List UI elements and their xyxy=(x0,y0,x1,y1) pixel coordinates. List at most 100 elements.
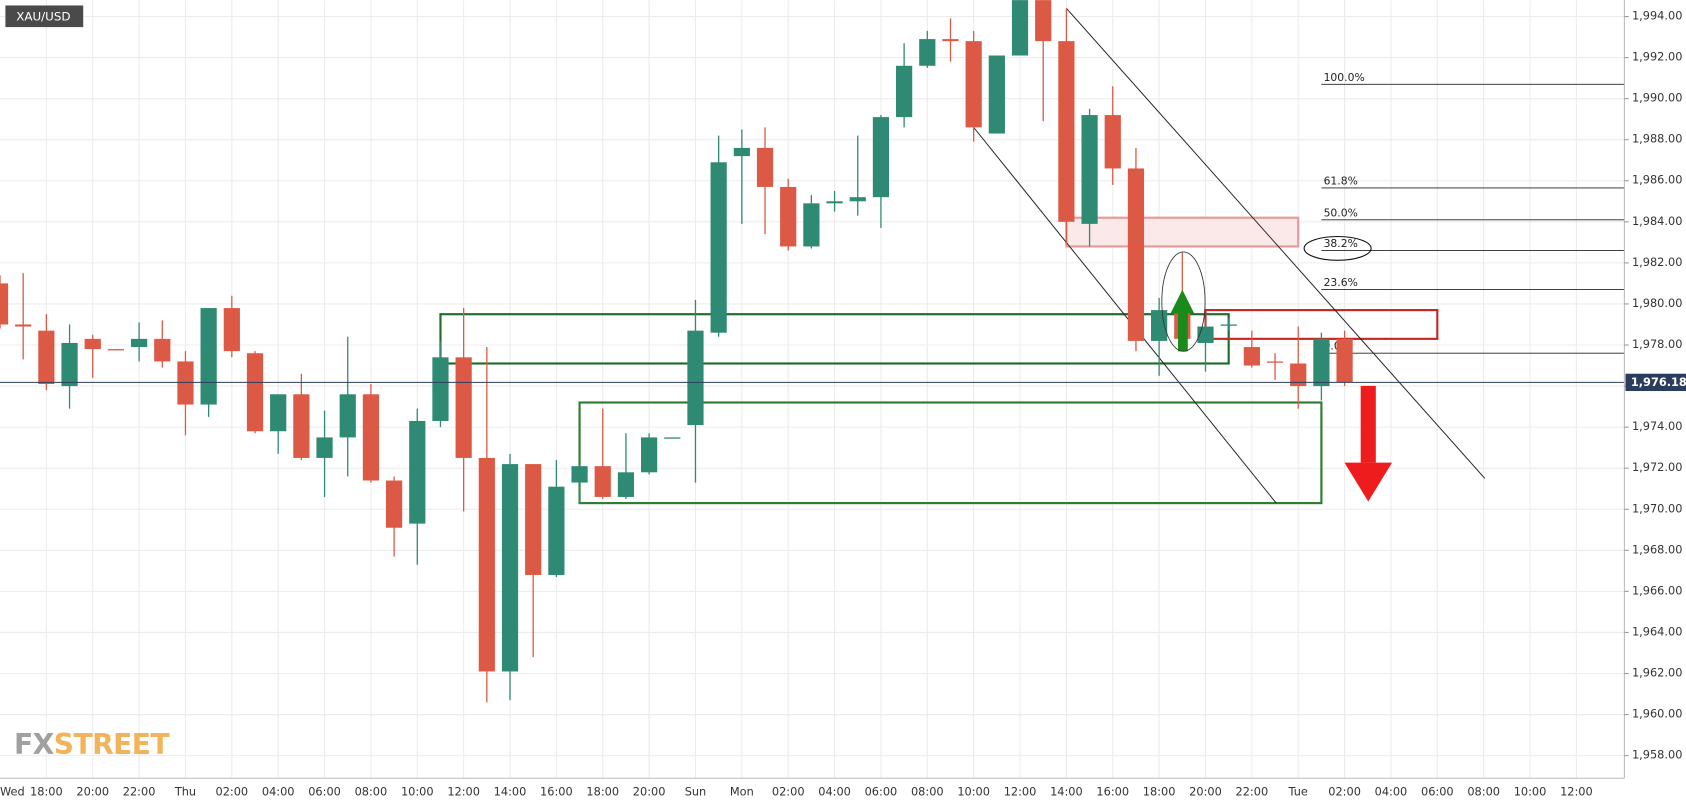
x-tick-label: 16:00 xyxy=(1096,784,1129,798)
y-tick-label: 1,964.00 xyxy=(1632,624,1682,638)
x-tick-label: 22:00 xyxy=(123,784,156,798)
x-tick-label: 06:00 xyxy=(308,784,341,798)
up-arrow xyxy=(1170,289,1195,352)
candle-body xyxy=(130,338,148,348)
x-tick-label: 18:00 xyxy=(1143,784,1176,798)
candle-body xyxy=(687,330,704,426)
candle-body xyxy=(38,330,55,385)
candle-body xyxy=(1336,338,1353,383)
candle-body xyxy=(710,162,727,333)
x-tick-label: 06:00 xyxy=(865,784,898,798)
candle-body xyxy=(293,394,310,458)
x-tick-label: Tue xyxy=(1288,784,1308,798)
candle-body xyxy=(942,39,959,42)
y-tick-label: 1,960.00 xyxy=(1632,707,1682,721)
down-arrow-head xyxy=(1344,462,1393,502)
down-arrow-shaft xyxy=(1360,385,1376,463)
x-tick-label: 08:00 xyxy=(355,784,388,798)
axes: 1,958.00 1,960.00 1,962.00 1,964.00 1,966.00… xyxy=(0,9,1686,798)
y-tick-label: 1,986.00 xyxy=(1632,173,1682,187)
candle-body xyxy=(965,41,982,128)
y-tick-label: 1,970.00 xyxy=(1632,501,1682,515)
candle-body xyxy=(385,480,403,528)
x-tick-label: 10:00 xyxy=(401,784,434,798)
candle-body xyxy=(872,117,890,198)
last-price-label: 1,976.18 xyxy=(1631,375,1686,389)
x-tick-label: 14:00 xyxy=(494,784,527,798)
x-tick-label: 20:00 xyxy=(76,784,109,798)
candle-body xyxy=(756,147,774,187)
y-tick-label: 1,974.00 xyxy=(1632,419,1682,433)
candle-body xyxy=(1220,324,1237,326)
x-tick-label: 18:00 xyxy=(30,784,63,798)
candle-body xyxy=(246,353,264,432)
watermark-street: STREET xyxy=(54,728,170,761)
y-tick-label: 1,992.00 xyxy=(1632,50,1682,64)
candle-body xyxy=(200,308,217,405)
x-tick-label: 22:00 xyxy=(1236,784,1269,798)
y-tick-label: 1,978.00 xyxy=(1632,337,1682,351)
x-tick-label: 10:00 xyxy=(1514,784,1547,798)
zone xyxy=(578,401,1323,505)
candle-body xyxy=(432,357,449,421)
y-tick-label: 1,994.00 xyxy=(1632,9,1682,23)
candle-body xyxy=(362,394,380,481)
candle-body xyxy=(803,203,820,247)
y-tick-label: 1,962.00 xyxy=(1632,666,1682,680)
y-tick-label: 1,966.00 xyxy=(1632,583,1682,597)
candle-body xyxy=(919,39,936,66)
y-tick-label: 1,968.00 xyxy=(1632,542,1682,556)
candle-body xyxy=(1104,115,1121,169)
x-tick-label: 02:00 xyxy=(1328,784,1361,798)
x-tick-label: 20:00 xyxy=(1189,784,1222,798)
candle-body xyxy=(826,201,843,204)
candle-body xyxy=(15,324,32,327)
x-tick-label: 04:00 xyxy=(1375,784,1408,798)
x-tick-label: Thu xyxy=(174,784,196,798)
x-tick-label: 04:00 xyxy=(818,784,851,798)
candle-body xyxy=(1011,0,1029,56)
x-tick-label: 06:00 xyxy=(1421,784,1454,798)
x-tick-label: 02:00 xyxy=(772,784,805,798)
x-tick-label: Sun xyxy=(685,784,707,798)
channel-line xyxy=(1066,7,1486,479)
watermark: FXSTREET xyxy=(14,728,169,761)
up-arrow-shaft xyxy=(1178,311,1188,352)
x-tick-label: 12:00 xyxy=(447,784,480,798)
candle-body xyxy=(1035,0,1052,42)
candle-body xyxy=(1266,361,1284,363)
candle-body xyxy=(339,394,356,438)
x-tick-label: 12:00 xyxy=(1560,784,1593,798)
candle-body xyxy=(177,361,194,405)
up-arrow-head xyxy=(1170,289,1195,314)
candle-body xyxy=(571,466,588,483)
zone xyxy=(1065,216,1300,248)
x-tick-label: 16:00 xyxy=(540,784,573,798)
fib-highlight xyxy=(1303,235,1372,261)
y-tick-label: 1,990.00 xyxy=(1632,91,1682,105)
y-tick-label: 1,982.00 xyxy=(1632,255,1682,269)
watermark-fx: FX xyxy=(14,728,55,761)
candle-body xyxy=(501,464,519,672)
x-tick-label: 10:00 xyxy=(957,784,990,798)
highlight-ellipse xyxy=(1161,251,1206,352)
candle-body xyxy=(154,338,171,362)
y-tick-label: 1,984.00 xyxy=(1632,214,1682,228)
candle-body xyxy=(1127,168,1145,341)
candle-body xyxy=(548,486,565,575)
candle-body xyxy=(455,357,472,458)
candle-body xyxy=(780,186,797,247)
candle-body xyxy=(1081,115,1098,224)
x-tick-label: 04:00 xyxy=(262,784,295,798)
candle-body xyxy=(1313,338,1330,387)
candle-body xyxy=(61,342,78,387)
x-tick-label: 12:00 xyxy=(1004,784,1037,798)
x-tick-label: 08:00 xyxy=(911,784,944,798)
x-tick-label: 14:00 xyxy=(1050,784,1083,798)
fib-label: 50.0% xyxy=(1324,206,1358,219)
candle-body xyxy=(270,394,287,432)
y-tick-label: 1,988.00 xyxy=(1632,132,1682,146)
candle-body xyxy=(617,472,635,497)
